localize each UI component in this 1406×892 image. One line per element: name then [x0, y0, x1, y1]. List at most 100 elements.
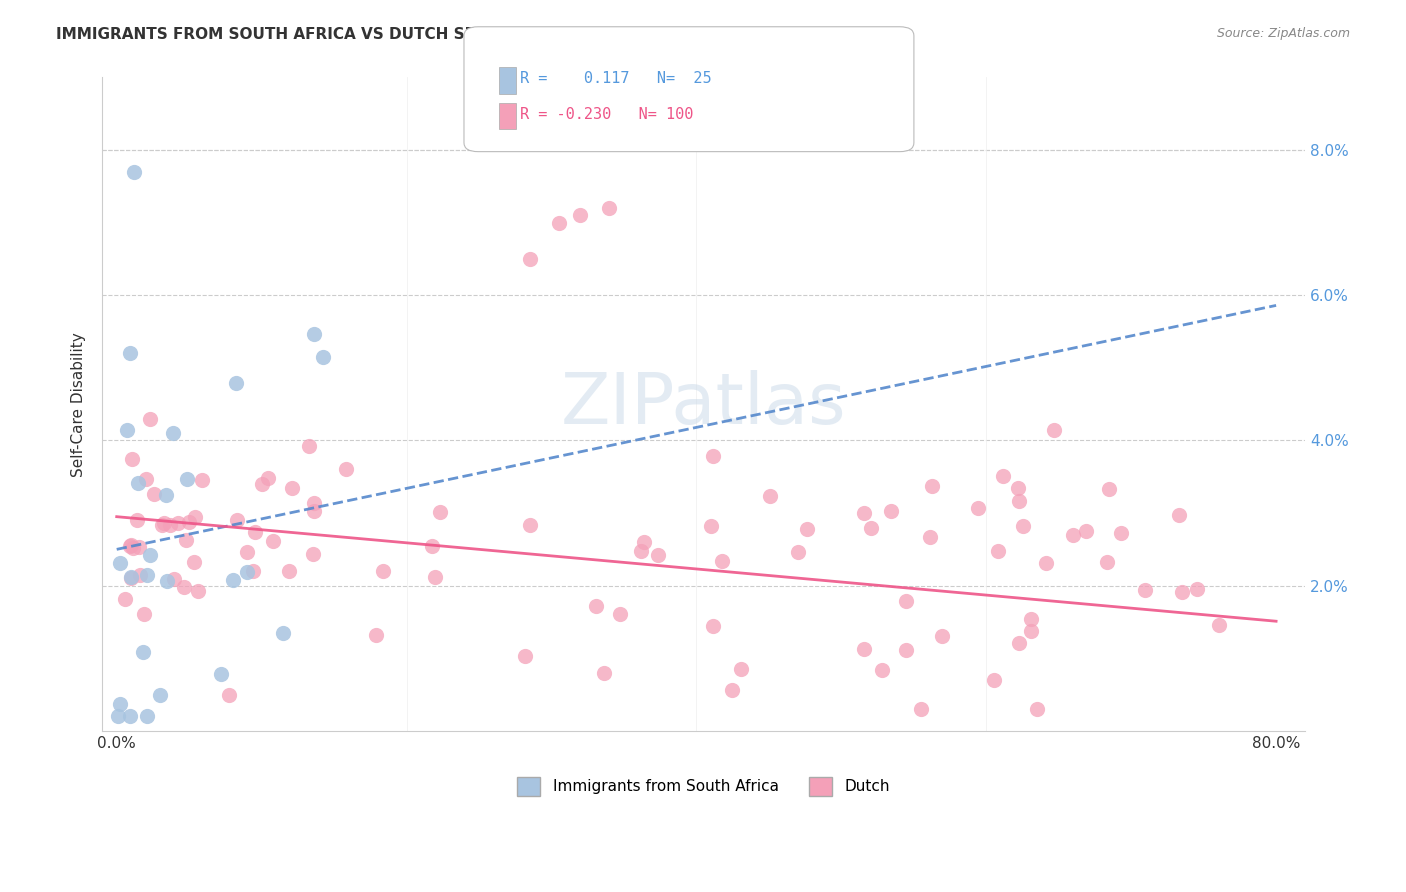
- Point: [243, 525, 266, 540]
- Point: [758, 489, 780, 503]
- Point: [262, 533, 284, 548]
- Point: [235, 545, 257, 559]
- Point: [598, 201, 620, 215]
- Text: R = -0.230   N= 100: R = -0.230 N= 100: [520, 107, 693, 122]
- Point: [593, 666, 616, 681]
- Point: [1167, 508, 1189, 523]
- Point: [155, 488, 177, 502]
- Point: [162, 425, 184, 440]
- Point: [156, 574, 179, 588]
- Point: [107, 709, 129, 723]
- Point: [127, 476, 149, 491]
- Point: [150, 517, 173, 532]
- Point: [702, 619, 724, 633]
- Point: [1019, 612, 1042, 626]
- Point: [880, 504, 903, 518]
- Point: [585, 599, 607, 613]
- Point: [122, 541, 145, 556]
- Point: [921, 479, 943, 493]
- Point: [173, 580, 195, 594]
- Point: [647, 548, 669, 562]
- Point: [420, 539, 443, 553]
- Point: [278, 564, 301, 578]
- Point: [983, 673, 1005, 687]
- Point: [1109, 525, 1132, 540]
- Point: [859, 521, 882, 535]
- Point: [159, 517, 181, 532]
- Point: [118, 346, 141, 360]
- Point: [853, 506, 876, 520]
- Point: [187, 584, 209, 599]
- Point: [222, 573, 245, 587]
- Point: [139, 412, 162, 426]
- Point: [226, 513, 249, 527]
- Point: [547, 216, 569, 230]
- Text: R =    0.117   N=  25: R = 0.117 N= 25: [520, 71, 711, 87]
- Point: [125, 513, 148, 527]
- Point: [1021, 624, 1043, 639]
- Point: [967, 501, 990, 516]
- Point: [183, 555, 205, 569]
- Point: [139, 548, 162, 562]
- Point: [730, 662, 752, 676]
- Point: [1208, 618, 1230, 632]
- Point: [114, 592, 136, 607]
- Point: [1008, 636, 1031, 650]
- Point: [190, 474, 212, 488]
- Point: [711, 554, 734, 568]
- Point: [136, 709, 159, 723]
- Point: [702, 449, 724, 463]
- Point: [609, 607, 631, 622]
- Point: [176, 472, 198, 486]
- Point: [1171, 584, 1194, 599]
- Point: [304, 326, 326, 341]
- Point: [121, 570, 143, 584]
- Point: [177, 515, 200, 529]
- Point: [129, 567, 152, 582]
- Point: [1007, 481, 1029, 495]
- Point: [108, 697, 131, 711]
- Point: [569, 208, 592, 222]
- Point: [236, 566, 259, 580]
- Point: [1025, 702, 1047, 716]
- Point: [335, 462, 357, 476]
- Point: [142, 487, 165, 501]
- Point: [250, 477, 273, 491]
- Point: [218, 688, 240, 702]
- Point: [132, 645, 155, 659]
- Point: [108, 556, 131, 570]
- Point: [149, 688, 172, 702]
- Point: [1008, 493, 1031, 508]
- Point: [1097, 482, 1119, 496]
- Point: [257, 471, 280, 485]
- Point: [991, 469, 1014, 483]
- Text: IMMIGRANTS FROM SOUTH AFRICA VS DUTCH SELF-CARE DISABILITY CORRELATION CHART: IMMIGRANTS FROM SOUTH AFRICA VS DUTCH SE…: [56, 27, 834, 42]
- Point: [135, 567, 157, 582]
- Point: [121, 452, 143, 467]
- Point: [870, 663, 893, 677]
- Point: [896, 642, 918, 657]
- Point: [135, 472, 157, 486]
- Point: [298, 440, 321, 454]
- Point: [519, 517, 541, 532]
- Point: [134, 607, 156, 622]
- Point: [513, 649, 536, 664]
- Point: [796, 522, 818, 536]
- Point: [115, 423, 138, 437]
- Point: [1097, 555, 1119, 569]
- Point: [918, 530, 941, 544]
- Point: [987, 543, 1010, 558]
- Point: [1185, 582, 1208, 596]
- Point: [166, 516, 188, 531]
- Point: [1062, 528, 1084, 542]
- Point: [120, 571, 142, 585]
- Point: [931, 629, 953, 643]
- Point: [699, 519, 721, 533]
- Point: [519, 252, 541, 266]
- Point: [120, 539, 142, 553]
- Point: [1133, 582, 1156, 597]
- Legend: Immigrants from South Africa, Dutch: Immigrants from South Africa, Dutch: [512, 771, 896, 802]
- Point: [721, 682, 744, 697]
- Point: [225, 376, 247, 390]
- Point: [163, 572, 186, 586]
